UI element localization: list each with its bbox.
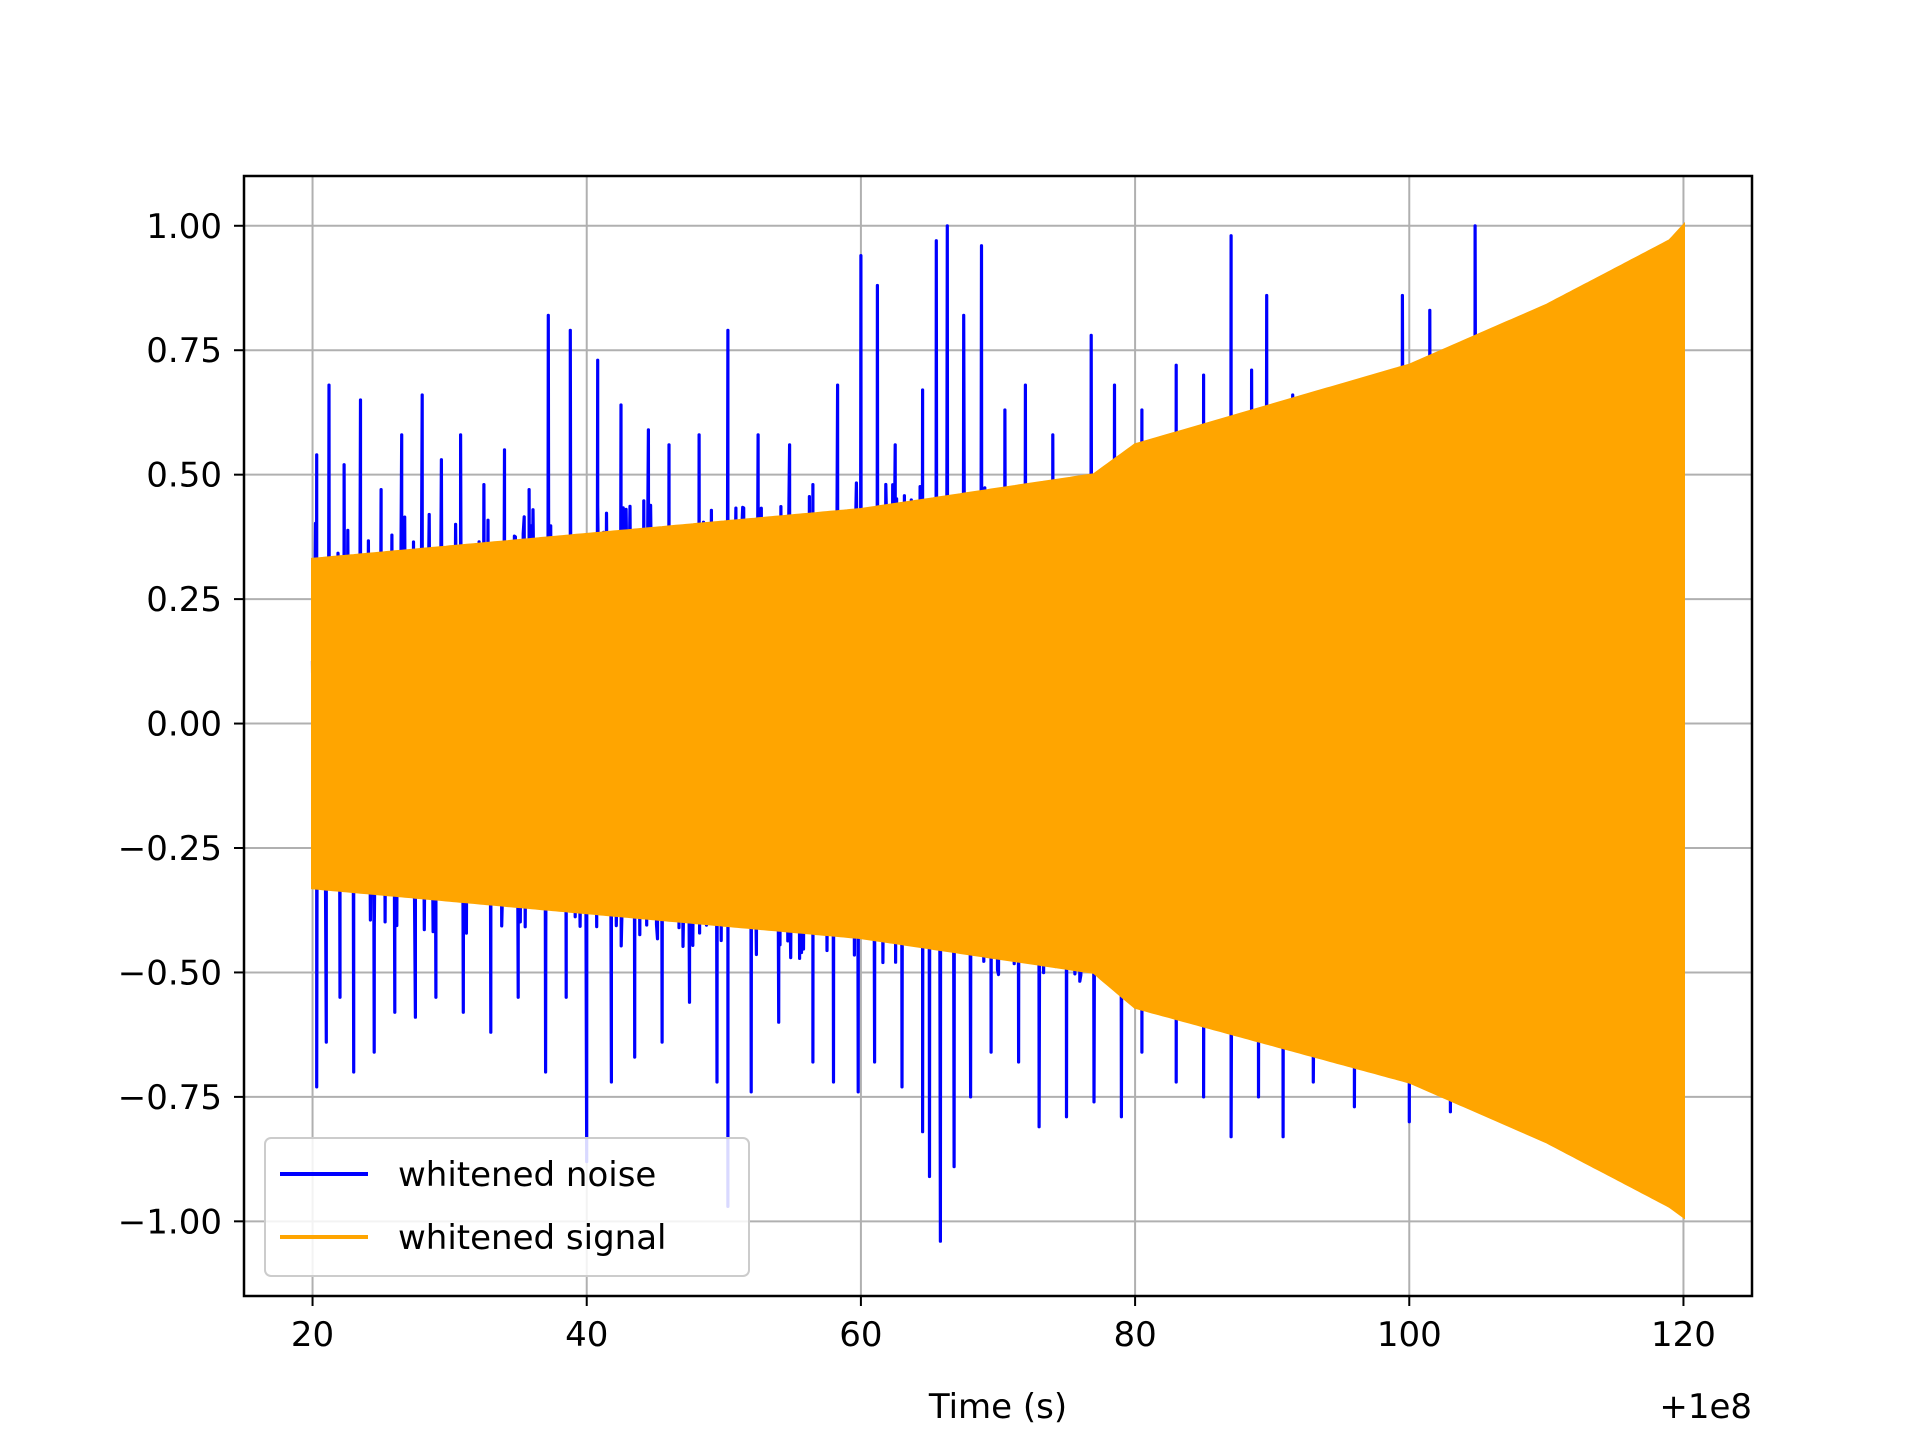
legend-label-whitened-noise: whitened noise <box>398 1155 656 1195</box>
legend-label-whitened-signal: whitened signal <box>398 1218 666 1258</box>
legend-box <box>264 1137 750 1277</box>
axis-ticks: 20 40 60 80 100 120 1.00 0.75 0.50 0.25 0.00 −0.25 −… <box>118 207 1716 1355</box>
y-tick-label: 0.75 <box>146 331 222 371</box>
plot-frame <box>242 174 1754 1298</box>
x-tick-label: 40 <box>565 1315 608 1355</box>
x-tick-label: 120 <box>1651 1315 1716 1355</box>
legend: whitened noise whitened signal <box>264 1137 750 1277</box>
plot-area <box>310 222 1686 1243</box>
y-tick-label: 0.25 <box>146 580 222 620</box>
y-tick-label: −0.75 <box>118 1078 222 1118</box>
x-axis-label: Time (s) <box>928 1387 1067 1427</box>
x-tick-label: 100 <box>1377 1315 1442 1355</box>
x-tick-label: 20 <box>291 1315 334 1355</box>
x-offset-text: +1e8 <box>1659 1387 1752 1427</box>
y-tick-label: −0.50 <box>118 953 222 993</box>
y-tick-label: −0.25 <box>118 829 222 869</box>
series-whitened-signal-line <box>311 226 1685 1217</box>
y-tick-label: −1.00 <box>118 1202 222 1242</box>
y-tick-label: 0.50 <box>146 456 222 496</box>
y-tick-label: 0.00 <box>146 705 222 745</box>
x-tick-label: 80 <box>1113 1315 1156 1355</box>
x-tick-label: 60 <box>839 1315 882 1355</box>
y-tick-label: 1.00 <box>146 207 222 247</box>
